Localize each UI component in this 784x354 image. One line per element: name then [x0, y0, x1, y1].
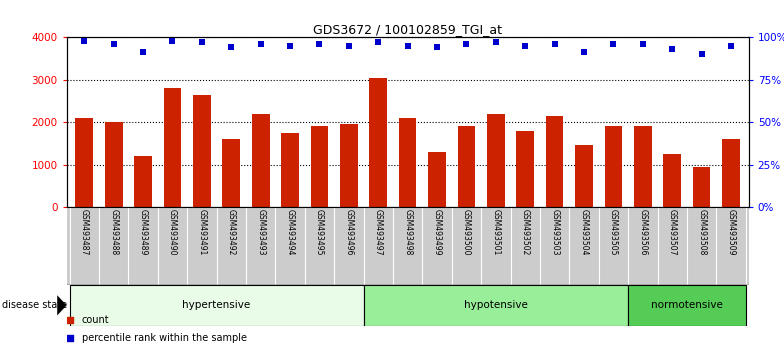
Bar: [193, 95, 211, 207]
Point: [724, 43, 737, 48]
Point: [136, 50, 149, 55]
Text: hypotensive: hypotensive: [464, 300, 528, 310]
Bar: [428, 152, 446, 207]
Point: [372, 39, 384, 45]
Text: count: count: [82, 315, 109, 325]
Text: GSM493501: GSM493501: [492, 210, 500, 256]
Text: GSM493491: GSM493491: [198, 210, 206, 256]
Bar: [134, 156, 152, 207]
Point: [695, 51, 708, 57]
Point: [284, 43, 296, 48]
Text: GSM493502: GSM493502: [521, 210, 530, 256]
Text: GSM493503: GSM493503: [550, 210, 559, 256]
Title: GDS3672 / 100102859_TGI_at: GDS3672 / 100102859_TGI_at: [313, 23, 503, 36]
Text: GSM493489: GSM493489: [139, 210, 147, 256]
Bar: [75, 118, 93, 207]
Text: GSM493505: GSM493505: [609, 210, 618, 256]
Bar: [340, 124, 358, 207]
Bar: [369, 78, 387, 207]
Point: [548, 41, 561, 47]
Text: GSM493493: GSM493493: [256, 210, 265, 256]
Point: [343, 43, 355, 48]
Bar: [604, 126, 622, 207]
Text: GSM493499: GSM493499: [433, 210, 441, 256]
Point: [666, 46, 678, 52]
Bar: [575, 145, 593, 207]
Polygon shape: [57, 295, 67, 315]
Bar: [458, 126, 475, 207]
Point: [489, 39, 502, 45]
Bar: [628, 285, 746, 326]
Text: GSM493498: GSM493498: [403, 210, 412, 256]
Point: [195, 39, 208, 45]
Bar: [399, 118, 416, 207]
Point: [578, 50, 590, 55]
Bar: [252, 114, 270, 207]
Text: GSM493490: GSM493490: [168, 210, 177, 256]
Text: GSM493496: GSM493496: [344, 210, 354, 256]
Bar: [105, 122, 122, 207]
Bar: [223, 139, 240, 207]
Point: [637, 41, 649, 47]
Bar: [634, 126, 652, 207]
Point: [460, 41, 473, 47]
Text: GSM493506: GSM493506: [638, 210, 648, 256]
Bar: [663, 154, 681, 207]
Point: [433, 85, 445, 91]
Bar: [693, 167, 710, 207]
Bar: [364, 285, 628, 326]
Text: normotensive: normotensive: [651, 300, 723, 310]
Text: hypertensive: hypertensive: [183, 300, 251, 310]
Point: [254, 41, 267, 47]
Point: [225, 45, 238, 50]
Text: percentile rank within the sample: percentile rank within the sample: [82, 333, 247, 343]
Point: [78, 38, 90, 44]
Bar: [487, 114, 505, 207]
Bar: [164, 88, 181, 207]
Text: GSM493494: GSM493494: [285, 210, 295, 256]
Bar: [546, 116, 564, 207]
Point: [313, 41, 325, 47]
Point: [401, 43, 414, 48]
Bar: [70, 285, 364, 326]
Point: [107, 41, 120, 47]
Text: GSM493509: GSM493509: [727, 210, 735, 256]
Point: [433, 246, 445, 252]
Bar: [517, 131, 534, 207]
Point: [519, 43, 532, 48]
Point: [430, 45, 443, 50]
Text: GSM493487: GSM493487: [80, 210, 89, 256]
Point: [607, 41, 619, 47]
Text: GSM493492: GSM493492: [227, 210, 236, 256]
Bar: [281, 133, 299, 207]
Text: GSM493504: GSM493504: [579, 210, 589, 256]
Text: GSM493488: GSM493488: [109, 210, 118, 256]
Bar: [310, 126, 328, 207]
Text: GSM493508: GSM493508: [697, 210, 706, 256]
Text: GSM493500: GSM493500: [462, 210, 471, 256]
Text: disease state: disease state: [2, 300, 67, 310]
Point: [166, 38, 179, 44]
Text: GSM493507: GSM493507: [668, 210, 677, 256]
Text: GSM493495: GSM493495: [315, 210, 324, 256]
Bar: [722, 139, 740, 207]
Text: GSM493497: GSM493497: [374, 210, 383, 256]
